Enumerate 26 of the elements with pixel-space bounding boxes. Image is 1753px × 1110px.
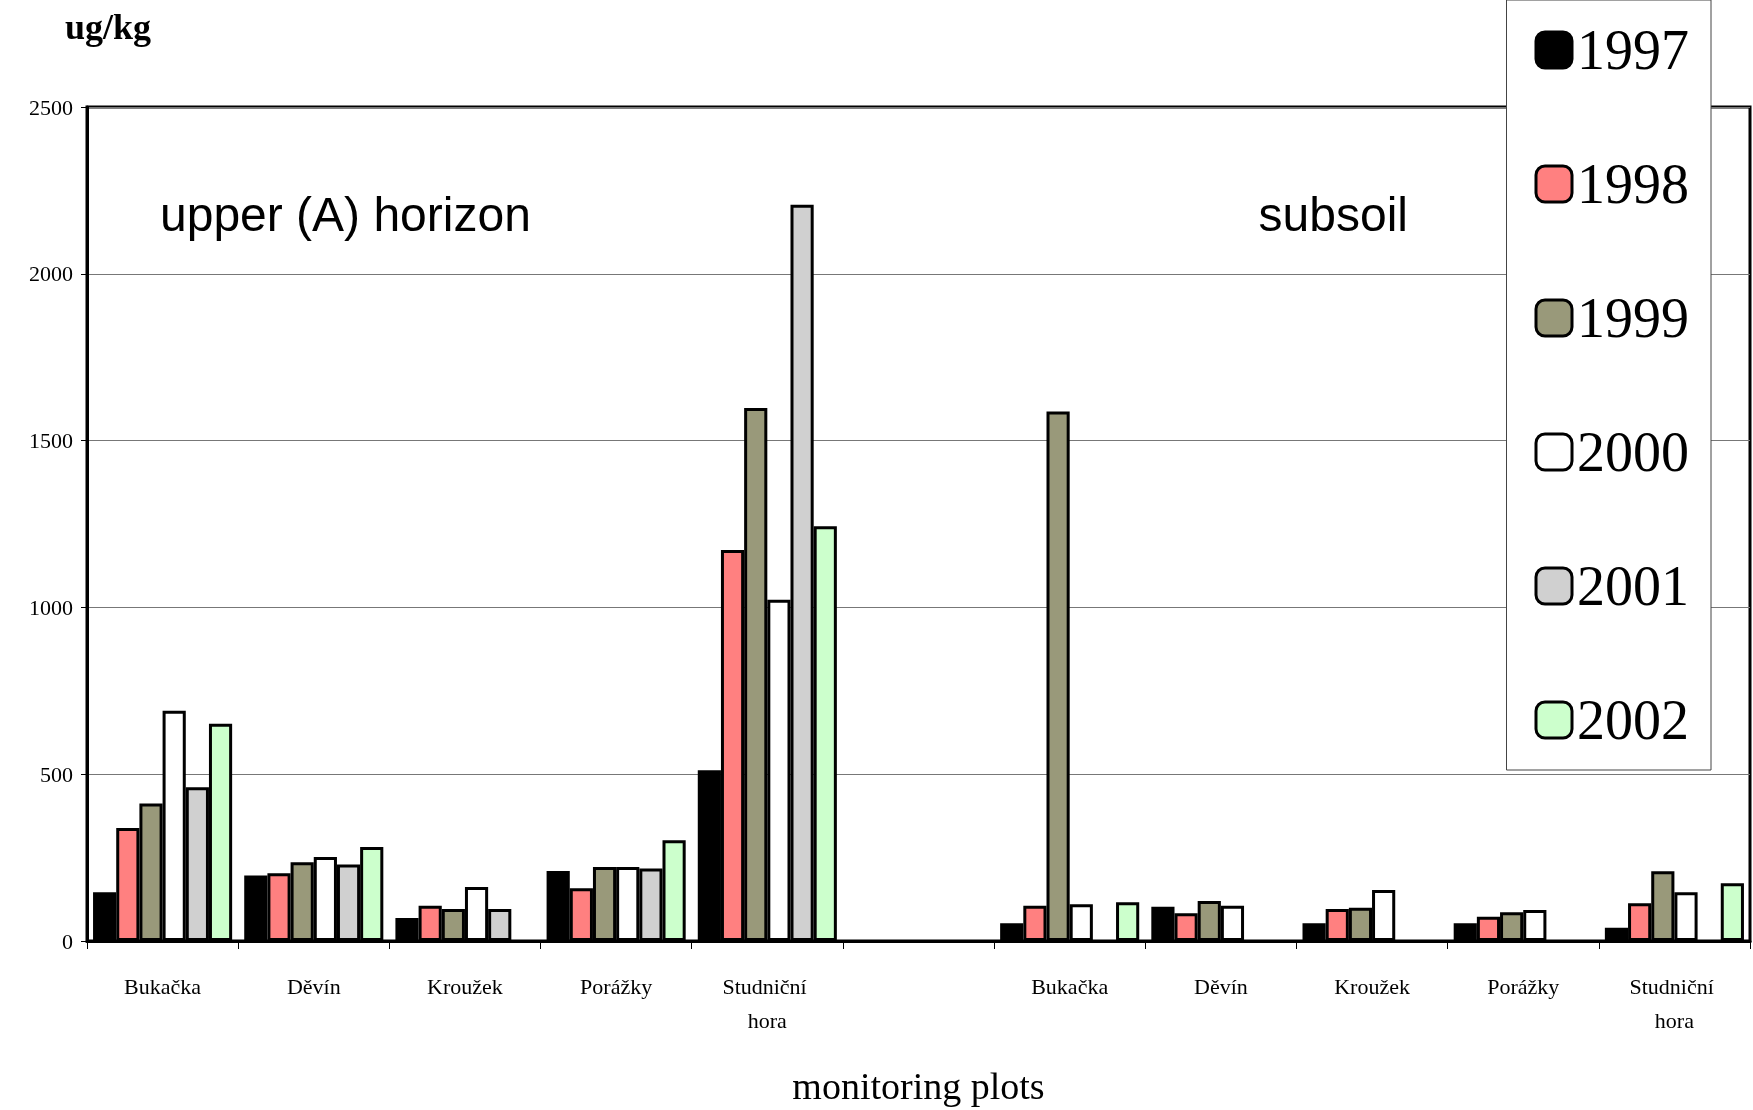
legend-label: 1998 [1577, 153, 1689, 215]
annotation: upper (A) horizon [160, 187, 531, 241]
y-tick-label: 1500 [29, 428, 73, 454]
x-tick-label: Porážky [1487, 973, 1560, 999]
x-tick-label: Studniční hora [1629, 973, 1720, 1033]
y-tick-label: 1000 [29, 594, 73, 620]
legend-label: 2000 [1577, 421, 1689, 483]
legend-label: 1997 [1577, 19, 1689, 81]
x-tick-label: Bukačka [124, 973, 202, 999]
x-tick-label: Bukačka [1031, 973, 1109, 999]
x-tick-label: Děvín [1193, 973, 1248, 999]
x-tick-label: Kroužek [427, 973, 503, 999]
y-tick-label: 0 [62, 928, 73, 954]
y-tick-label: 2500 [29, 94, 73, 120]
annotation: subsoil [1258, 187, 1409, 241]
x-tick-label: Kroužek [1334, 973, 1410, 999]
x-tick-label: Studniční hora [722, 973, 813, 1033]
x-axis-title: monitoring plots [792, 1065, 1045, 1107]
legend-label: 2002 [1577, 689, 1689, 751]
x-tick-label: Děvín [286, 973, 341, 999]
legend-label: 1999 [1577, 287, 1689, 349]
y-tick-label: 2000 [29, 261, 73, 287]
x-tick-label: Porážky [580, 973, 653, 999]
y-tick-label: 500 [40, 761, 73, 787]
y-axis-title: ug/kg [65, 7, 152, 47]
legend-label: 2001 [1577, 555, 1689, 617]
